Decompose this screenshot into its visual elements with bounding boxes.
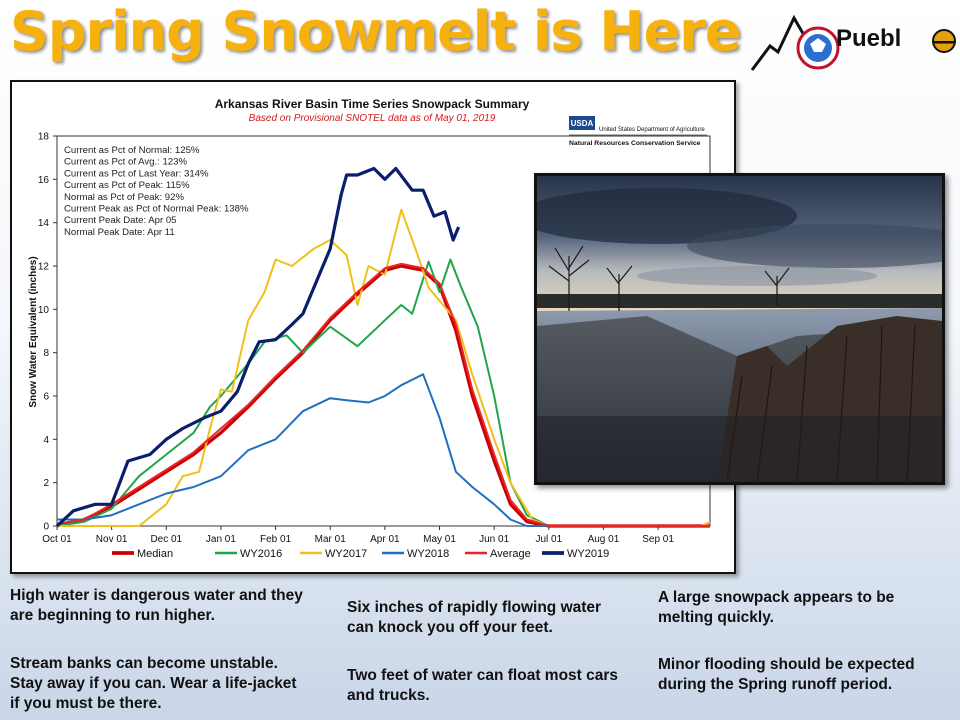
series-line-median [56,264,710,528]
usda-line1: United States Department of Agriculture [599,127,705,133]
y-tick-label: 12 [38,262,50,273]
series-line-wy2017 [57,208,711,527]
note-six-inches: Six inches of rapidly flowing water can … [347,599,602,636]
x-tick-label: Dec 01 [150,534,182,545]
x-axis: Oct 01 Nov 01 Dec 01 Jan 01 Feb 01 Mar 01 Apr … [42,526,674,545]
river-photo [534,173,945,485]
stat-line: Current as Pct of Avg.: 123% [64,157,187,168]
x-tick-label: Jan 01 [206,534,236,545]
y-axis: 0 2 4 6 8 10 12 14 16 18 [38,132,57,533]
y-tick-label: 10 [38,305,50,316]
treeline [537,294,942,308]
river-scene [537,176,942,482]
stat-line: Normal Peak Date: Apr 11 [64,227,175,238]
legend-label: Median [137,548,173,560]
chart-svg: Arkansas River Basin Time Series Snowpac… [28,97,711,560]
note-two-feet: Two feet of water can float most cars an… [347,667,619,704]
y-tick-label: 16 [38,175,50,186]
note-flooding: Minor flooding should be expected during… [658,656,915,693]
x-tick-label: Oct 01 [42,534,72,545]
chart-subtitle: Based on Provisional SNOTEL data as of M… [249,113,496,124]
series-line-average [56,262,710,527]
y-tick-label: 14 [38,218,50,229]
y-axis-label: Snow Water Equivalent (inches) [28,256,39,407]
usda-logo: USDA United States Department of Agricul… [569,116,707,147]
stats-block: Current as Pct of Normal: 125%Current as… [64,145,249,238]
usda-line2: Natural Resources Conservation Service [569,140,701,147]
series-line-wy2019 [55,166,461,528]
y-tick-label: 8 [43,348,49,359]
slide-title: Spring Snowmelt is Here [10,0,741,63]
stat-line: Current Peak as Pct of Normal Peak: 138% [64,204,249,215]
legend-label: Average [490,548,531,560]
x-tick-label: Sep 01 [642,534,674,545]
usda-abbr: USDA [571,119,594,128]
series-lines [55,166,711,528]
chart-legend: Median WY2016 WY2017 WY2018 Average WY2019 [112,548,609,560]
stat-line: Current Peak Date: Apr 05 [64,215,177,226]
stat-line: Current as Pct of Normal: 125% [64,145,200,156]
x-tick-label: Apr 01 [370,534,400,545]
x-tick-label: Aug 01 [588,534,620,545]
y-tick-label: 2 [43,478,49,489]
series-line-wy2018 [57,373,710,527]
series-line-wy2016 [56,258,710,527]
stat-line: Current as Pct of Peak: 115% [64,180,190,191]
y-tick-label: 6 [43,392,49,403]
tree-silhouettes [548,245,790,311]
chart-title: Arkansas River Basin Time Series Snowpac… [215,97,530,111]
note-snowpack: A large snowpack appears to be melting q… [658,589,895,626]
logo-text: Puebl [836,25,902,52]
nws-logo [750,14,956,71]
y-tick-label: 4 [43,435,49,446]
x-tick-label: May 01 [423,534,456,545]
x-tick-label: Mar 01 [315,534,347,545]
stat-line: Normal as Pct of Peak: 92% [64,192,184,203]
x-tick-label: Nov 01 [96,534,128,545]
legend-label: WY2018 [407,548,449,560]
y-tick-label: 0 [43,522,49,533]
note-danger: High water is dangerous water and they a… [10,587,303,624]
legend-label: WY2019 [567,548,609,560]
legend-label: WY2017 [325,548,367,560]
legend-label: WY2016 [240,548,282,560]
x-tick-label: Feb 01 [260,534,292,545]
usda-badge [569,116,595,130]
y-tick-label: 18 [38,132,50,143]
x-tick-label: Jul 01 [535,534,562,545]
stat-line: Current as Pct of Last Year: 314% [64,168,209,179]
note-banks: Stream banks can become unstable. Stay a… [10,655,297,712]
x-tick-label: Jun 01 [479,534,509,545]
